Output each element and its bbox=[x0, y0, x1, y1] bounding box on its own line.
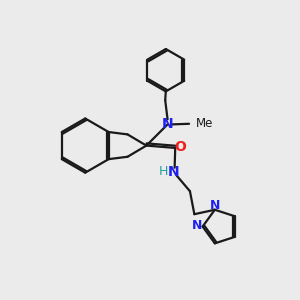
Text: N: N bbox=[192, 219, 202, 232]
Text: Me: Me bbox=[196, 117, 214, 130]
Text: H: H bbox=[159, 165, 168, 178]
Text: N: N bbox=[162, 117, 173, 131]
Text: N: N bbox=[168, 165, 180, 179]
Text: O: O bbox=[174, 140, 186, 154]
Text: N: N bbox=[210, 199, 220, 212]
